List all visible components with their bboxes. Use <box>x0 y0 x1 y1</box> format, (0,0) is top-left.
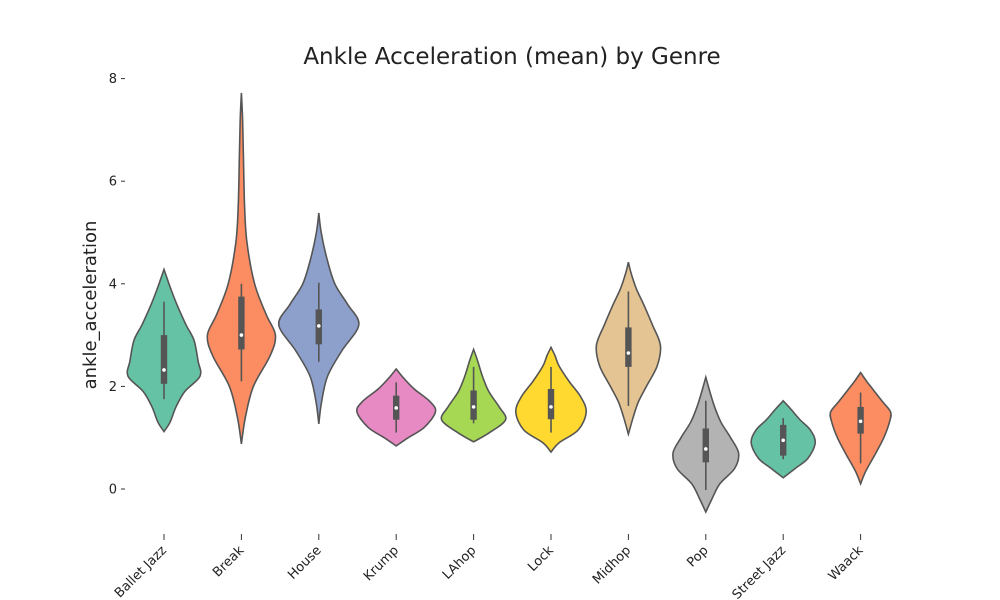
y-tick-label: 4 <box>109 277 117 292</box>
y-tick-label: 2 <box>109 380 117 395</box>
violin-pop <box>672 374 740 514</box>
violin-median <box>858 419 863 424</box>
y-axis: 0 2 4 6 8 <box>109 72 125 498</box>
x-tick-label: Midhop <box>590 543 634 587</box>
y-tick-label: 8 <box>109 72 117 87</box>
x-tick-label: Waack <box>826 543 867 584</box>
violin-median <box>549 405 553 409</box>
violin-median <box>704 447 708 451</box>
x-tick-label: House <box>285 543 324 582</box>
x-tick-label: Ballet Jazz <box>112 543 170 600</box>
violin-house <box>277 212 360 424</box>
x-tick-label: LAhop <box>440 543 480 583</box>
violin-break <box>206 92 277 444</box>
violin-midhop <box>595 262 662 438</box>
violin-median <box>626 351 631 355</box>
x-tick-label: Krump <box>361 543 402 584</box>
violin-krump <box>355 367 437 447</box>
violin-body <box>206 92 277 444</box>
violin-median <box>162 368 166 372</box>
violin-iqr-box <box>702 428 709 463</box>
violin-street-jazz <box>750 399 817 479</box>
violin-median <box>317 324 321 328</box>
violins <box>126 92 892 514</box>
violin-lahop <box>440 347 507 443</box>
violin-median <box>394 406 399 410</box>
violin-median <box>239 333 244 337</box>
x-axis: Ballet Jazz Break House Krump LAhop Lock Midho… <box>112 534 867 600</box>
x-tick-label: Lock <box>525 543 557 575</box>
violin-iqr-box <box>160 335 168 384</box>
chart-title: Ankle Acceleration (mean) by Genre <box>303 44 720 70</box>
x-tick-label: Pop <box>684 543 711 570</box>
x-tick-label: Break <box>210 543 247 580</box>
violin-waack <box>829 371 892 486</box>
y-axis-label: ankle_acceleration <box>80 221 101 390</box>
y-tick-label: 0 <box>109 483 117 498</box>
violin-iqr-box <box>238 296 245 350</box>
violin-iqr-box <box>547 388 555 420</box>
y-tick-label: 6 <box>109 175 117 190</box>
violin-iqr-box <box>625 327 632 367</box>
x-tick-label: Street Jazz <box>730 543 790 600</box>
violin-median <box>781 438 785 443</box>
violin-median <box>471 405 476 409</box>
violin-ballet-jazz <box>126 266 202 434</box>
violin-lock <box>514 345 588 454</box>
